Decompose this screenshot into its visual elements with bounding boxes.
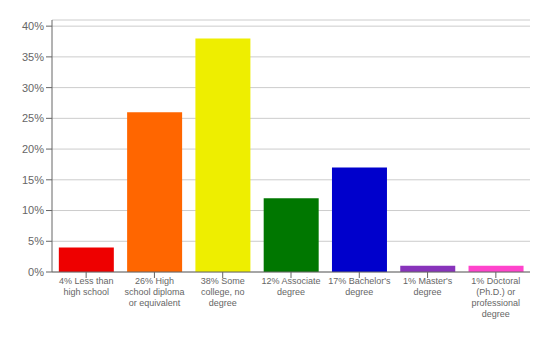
svg-text:12% Associatedegree: 12% Associatedegree	[261, 276, 320, 297]
svg-text:0%: 0%	[28, 266, 44, 278]
svg-text:26% Highschool diplomaor equiv: 26% Highschool diplomaor equivalent	[124, 276, 184, 308]
svg-text:15%: 15%	[22, 174, 44, 186]
svg-text:40%: 40%	[22, 20, 44, 32]
svg-text:1% Doctoral(Ph.D.) orprofessio: 1% Doctoral(Ph.D.) orprofessionaldegree	[471, 276, 520, 319]
svg-text:25%: 25%	[22, 112, 44, 124]
svg-text:38% Somecollege, nodegree: 38% Somecollege, nodegree	[201, 276, 245, 308]
svg-text:17% Bachelor'sdegree: 17% Bachelor'sdegree	[328, 276, 391, 297]
svg-text:4% Less thanhigh school: 4% Less thanhigh school	[59, 276, 114, 297]
svg-text:1% Master'sdegree: 1% Master'sdegree	[403, 276, 453, 297]
svg-text:20%: 20%	[22, 143, 44, 155]
svg-text:30%: 30%	[22, 82, 44, 94]
svg-text:35%: 35%	[22, 51, 44, 63]
svg-text:10%: 10%	[22, 204, 44, 216]
svg-text:5%: 5%	[28, 235, 44, 247]
